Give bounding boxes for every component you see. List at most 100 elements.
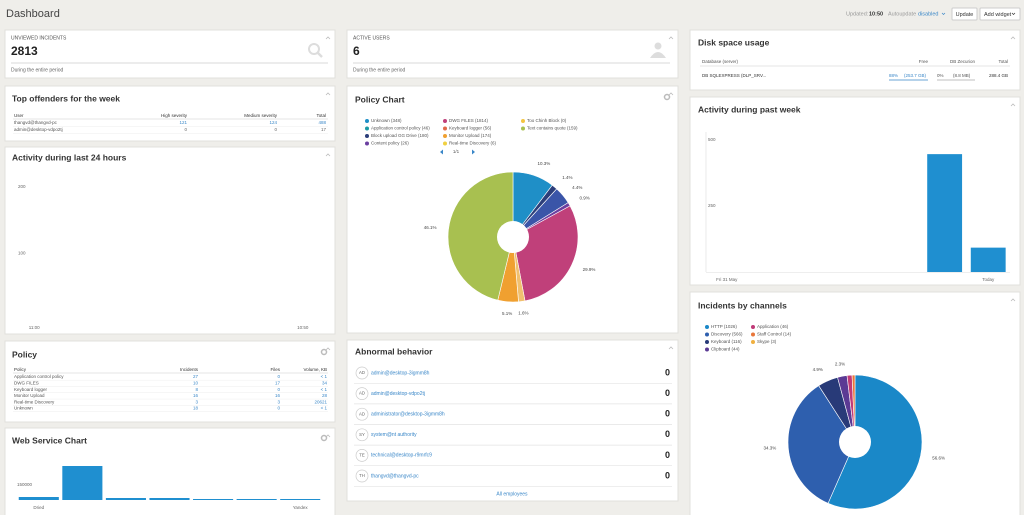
collapse-icon[interactable] [1010, 103, 1016, 107]
pie-hole [839, 426, 871, 458]
user-link[interactable]: admin@desktop-vdpo2tj [371, 391, 425, 397]
autoupdate-toggle[interactable]: disabled [918, 11, 939, 17]
legend-label[interactable]: HTTP (1026) [711, 324, 737, 329]
collapse-icon[interactable] [1010, 298, 1016, 302]
pie-slice [447, 171, 514, 301]
avatar [355, 366, 369, 380]
table-cell: 28 [322, 393, 328, 398]
collapse-icon[interactable] [668, 36, 674, 40]
counter-value: 2813 [11, 44, 38, 58]
legend-swatch [521, 119, 525, 123]
widget-title: Policy Chart [355, 94, 405, 104]
column-header: Incidents [180, 367, 199, 372]
legend-label[interactable]: Skype (3) [757, 339, 777, 344]
collapse-icon[interactable] [325, 92, 331, 96]
settings-icon[interactable] [320, 434, 328, 442]
all-employees-link[interactable]: All employees [496, 491, 528, 497]
table-cell: 488 [318, 120, 326, 125]
counter-title: ACTIVE USERS [353, 35, 390, 41]
table-cell: 20621 [314, 399, 327, 404]
legend-label[interactable]: Real-time Discovery (6) [449, 141, 497, 146]
settings-icon[interactable] [663, 93, 671, 101]
legend-label[interactable]: Keyboard (116) [711, 339, 742, 344]
legend-label[interactable]: Block upload GG Drive (180) [371, 133, 429, 138]
avatar [355, 407, 369, 421]
table-cell: 288.4 GB [989, 73, 1008, 78]
user-link[interactable]: administrator@desktop-3igmm8h [371, 412, 445, 418]
collapse-icon[interactable] [668, 92, 674, 96]
collapse-icon[interactable] [325, 153, 331, 157]
legend-label[interactable]: Keyboard logger (56) [449, 126, 492, 131]
table-cell: < 1 [321, 387, 328, 392]
slice-label: 2.3% [835, 362, 845, 367]
widget-title: Policy [12, 349, 37, 359]
y-tick-label: 150000 [17, 482, 33, 487]
table-cell: 34 [322, 380, 328, 385]
column-header: Total [316, 113, 326, 118]
legend-label[interactable]: Unknown (348) [371, 118, 402, 123]
collapse-icon[interactable] [1010, 36, 1016, 40]
bar [149, 498, 190, 500]
slice-label: 1.6% [518, 310, 528, 315]
user-link[interactable]: admin@desktop-3igmm8h [371, 370, 430, 376]
table-cell: thangvd@thangvd-pc [14, 120, 58, 125]
slice-label: 10.3% [538, 161, 551, 166]
user-link[interactable]: technical@desktop-r9mrfc9 [371, 453, 432, 459]
legend-label[interactable]: Application control policy (46) [371, 126, 430, 131]
incident-count: 0 [665, 429, 670, 439]
legend-swatch [365, 134, 369, 138]
update-button-label[interactable]: Update [956, 12, 974, 18]
add-widget-button[interactable] [979, 7, 1021, 21]
legend-label[interactable]: Text contains quote (159) [527, 126, 578, 131]
avatar-initials: SY [359, 432, 365, 437]
widget-panel [346, 29, 679, 79]
legend-swatch [751, 332, 755, 337]
legend-label[interactable]: Application (46) [757, 324, 789, 329]
y-tick-label: 500 [708, 137, 716, 142]
table-cell: 17 [275, 380, 281, 385]
table-cell: Application control policy [14, 374, 64, 379]
widget-panel [4, 340, 336, 423]
add-widget-label[interactable]: Add widget [984, 12, 1012, 18]
search-icon [308, 43, 320, 55]
legend-label[interactable]: Too Chinh Block (0) [527, 118, 567, 123]
widget-title: Activity during past week [698, 104, 801, 114]
widget-panel [689, 96, 1021, 286]
legend-swatch [443, 134, 447, 138]
table-cell: DB SQLEXPRESS (DLP_SRV... [702, 73, 766, 78]
pie-slice [827, 374, 923, 510]
settings-icon[interactable] [320, 348, 328, 356]
legend-label[interactable]: Discovery (566) [711, 332, 743, 337]
table-cell: 0 [184, 127, 187, 132]
user-link[interactable]: thangvd@thangvd-pc [371, 473, 419, 479]
x-tick-label: Fri 31 May [716, 277, 738, 282]
counter-value: 6 [353, 44, 360, 58]
widget-title: Abnormal behavior [355, 346, 433, 356]
collapse-icon[interactable] [325, 36, 331, 40]
legend-label[interactable]: Monitor Upload (174) [449, 133, 492, 138]
widget-title: Disk space usage [698, 37, 770, 47]
update-button[interactable] [951, 7, 978, 21]
user-link[interactable]: system@nt authority [371, 432, 417, 438]
legend-label[interactable]: DWG FILES (1814) [449, 118, 489, 123]
free-size: (253.7 GB) [904, 73, 927, 78]
legend-label[interactable]: Clipboard (44) [711, 347, 740, 352]
page-prev[interactable] [440, 149, 443, 155]
table-cell: 0 [277, 387, 280, 392]
page-next[interactable] [472, 149, 475, 155]
widget-panel [4, 427, 336, 515]
bar [927, 154, 963, 272]
db-percent: 0% [937, 73, 944, 78]
slice-label: 56.6% [932, 455, 945, 460]
collapse-icon[interactable] [668, 346, 674, 350]
collapse-icon[interactable] [325, 347, 331, 351]
x-tick-label: Dried [33, 505, 44, 510]
legend-label[interactable]: Staff Control (14) [757, 332, 792, 337]
slice-label: 0.9% [580, 195, 590, 200]
widget-panel [4, 85, 336, 142]
table-cell: 0 [277, 374, 280, 379]
x-tick-label: 11:00 [29, 325, 40, 330]
table-cell: Real-time Discovery [14, 399, 55, 404]
legend-label[interactable]: Content policy (26) [371, 141, 409, 146]
